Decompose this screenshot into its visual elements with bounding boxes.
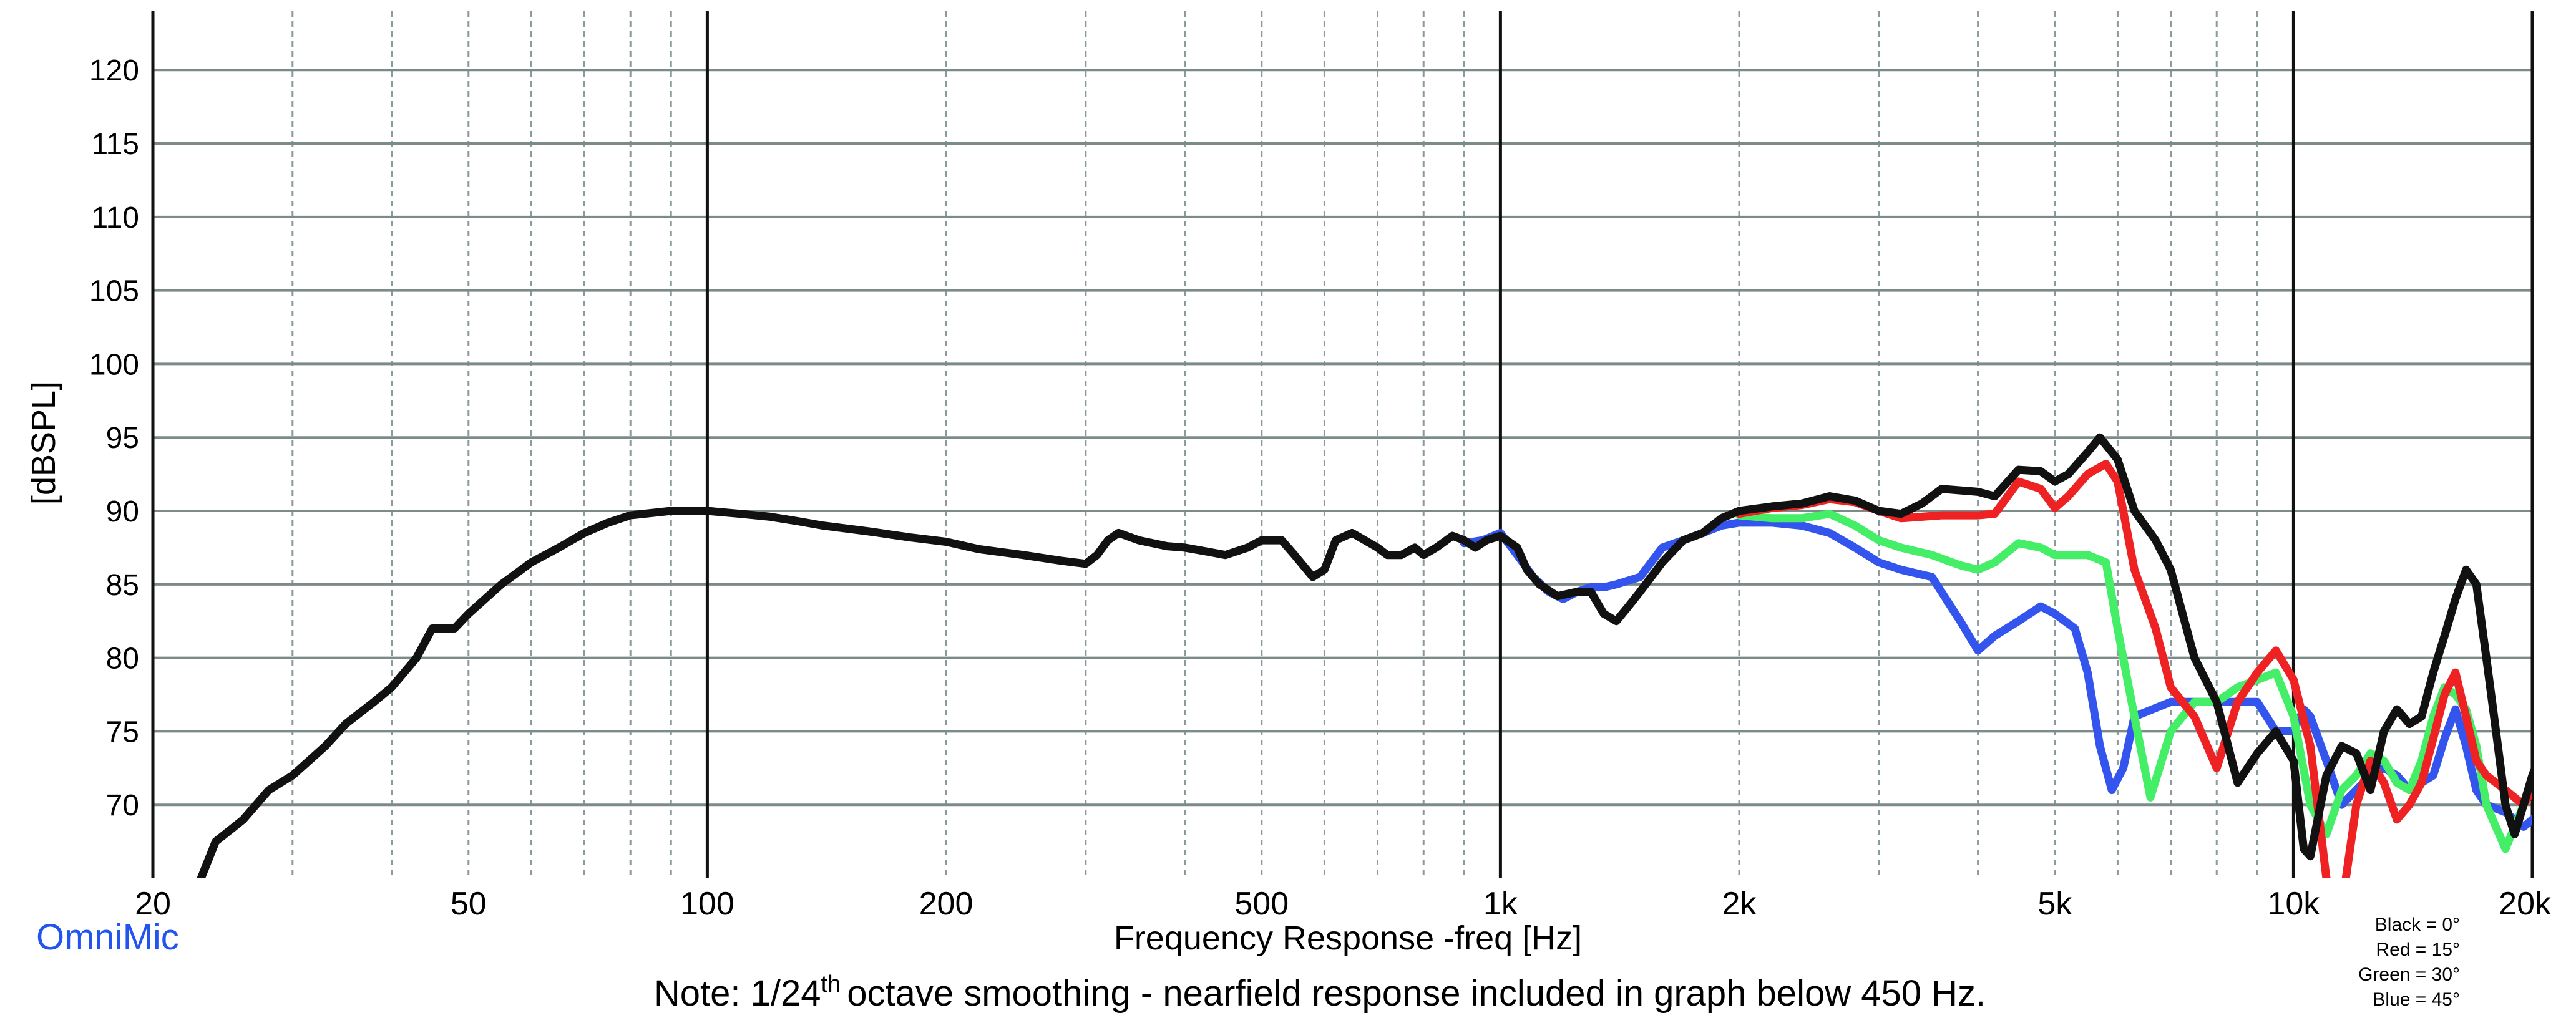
grid-major: [151, 11, 2534, 878]
y-tick-label: 105: [89, 275, 139, 308]
grid-minor: [291, 11, 2258, 878]
smoothing-note: Note: 1/24th octave smoothing - nearfield…: [654, 971, 1986, 1014]
y-tick-label: 110: [91, 201, 139, 235]
y-axis-ticks: 70 75 80 85 90 95 100 105 110 115 120: [89, 54, 139, 822]
plot-lines: [197, 433, 2532, 878]
y-tick-label: 90: [106, 495, 139, 528]
x-tick-label: 100: [680, 886, 734, 922]
x-tick-label: 5k: [2037, 886, 2072, 922]
omnimic-brand: OmniMic: [36, 917, 179, 958]
x-axis-label: Frequency Response -freq [Hz]: [1114, 919, 1582, 957]
note-prefix: Note: 1/24: [654, 973, 821, 1014]
angle-legend: Black = 0° Red = 15° Green = 30° Blue = …: [2358, 914, 2460, 1010]
y-axis-label: [dBSPL]: [25, 381, 62, 505]
series-line-44ee66: [1735, 510, 2532, 853]
legend-blue: Blue = 45°: [2373, 989, 2460, 1010]
y-tick-label: 95: [106, 422, 139, 455]
y-tick-label: 100: [89, 348, 139, 381]
series-line-3355ee: [1460, 518, 2532, 831]
x-tick-label: 200: [919, 886, 973, 922]
y-tick-label: 85: [106, 569, 139, 602]
x-axis-ticks: 20 50 100 200 500 1k 2k 5k 10k 20k: [135, 886, 2552, 922]
legend-black: Black = 0°: [2375, 914, 2460, 935]
x-tick-label: 1k: [1483, 886, 1518, 922]
note-suffix: octave smoothing - nearfield response in…: [847, 973, 1986, 1014]
x-tick-label: 10k: [2267, 886, 2320, 922]
y-tick-label: 120: [89, 54, 139, 87]
x-tick-label: 20k: [2499, 886, 2552, 922]
y-tick-label: 70: [106, 789, 139, 822]
legend-green: Green = 30°: [2358, 964, 2460, 985]
note-superscript: th: [821, 971, 841, 997]
series-line-111111: [197, 433, 2532, 878]
x-tick-label: 500: [1234, 886, 1289, 922]
y-tick-label: 80: [106, 642, 139, 676]
x-tick-label: 50: [451, 886, 487, 922]
y-tick-label: 115: [91, 128, 139, 161]
legend-red: Red = 15°: [2376, 939, 2460, 960]
y-tick-label: 75: [106, 715, 139, 749]
x-tick-label: 2k: [1722, 886, 1757, 922]
x-tick-label: 20: [135, 886, 171, 922]
